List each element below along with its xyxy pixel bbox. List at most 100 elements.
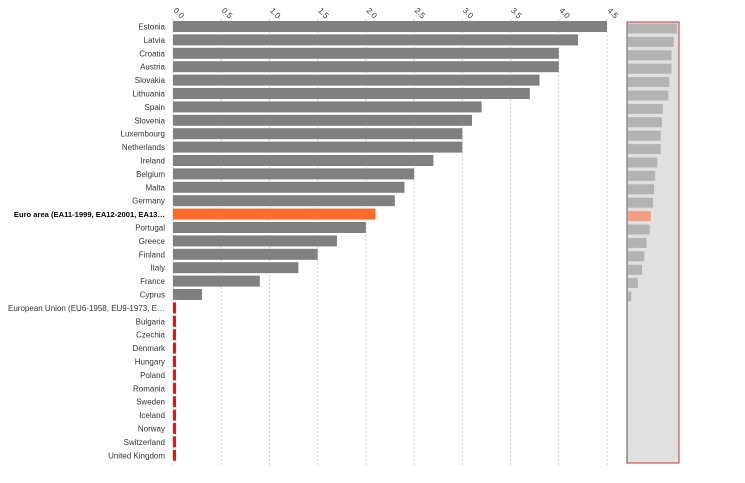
bars [173,21,607,461]
overview-bar [628,103,663,114]
category-label: Denmark [133,344,166,353]
x-tick-label: 3.5 [509,6,524,21]
category-label: Cyprus [140,291,165,300]
overview-bar [628,251,645,262]
bar[interactable] [173,168,415,180]
overview-bar [628,224,650,235]
bar[interactable] [173,235,337,247]
category-label: Finland [139,250,165,259]
category-label: Norway [138,425,165,434]
bar[interactable] [173,155,434,166]
category-label: Ireland [141,157,165,166]
category-label: Switzerland [124,438,165,447]
category-label: Poland [140,371,165,380]
overview-bar [628,23,677,34]
bar[interactable] [173,222,366,233]
overview-bar [628,157,658,168]
category-label: Sweden [136,398,165,407]
bar[interactable] [173,262,299,274]
overview-bar [628,36,674,47]
bar-zero-marker[interactable] [173,356,176,367]
bar-zero-marker[interactable] [173,382,176,394]
category-label: Croatia [139,49,165,58]
x-tick-label: 1.0 [268,6,283,21]
overview-bar [628,63,672,74]
overview-bar [628,264,643,275]
category-label: Romania [133,384,166,393]
bar[interactable] [173,21,607,32]
bar[interactable] [173,61,559,73]
bar[interactable] [173,275,260,287]
category-label: Lithuania [133,90,166,99]
category-label: Euro area (EA11-1999, EA12-2001, EA13… [14,210,165,219]
bar-zero-marker[interactable] [173,423,176,434]
x-tick-label: 4.0 [557,6,572,21]
category-label: Spain [145,103,165,112]
bar[interactable] [173,248,318,260]
category-label: United Kingdom [108,451,165,460]
overview-bar [628,90,669,101]
category-label: Netherlands [122,143,165,152]
bar-zero-marker[interactable] [173,342,176,354]
x-tick-label: 0.0 [172,6,187,21]
category-labels: Estonia Latvia Croatia Austria Slovakia Lithu… [8,23,166,461]
bar[interactable] [173,128,463,140]
overview-minimap[interactable] [626,21,680,464]
category-label: Austria [140,63,165,72]
category-label: Italy [150,264,165,273]
category-label: Iceland [139,411,165,420]
category-label: Hungary [135,358,165,367]
bar[interactable] [173,101,482,113]
bar-zero-marker[interactable] [173,396,176,408]
x-tick-label: 4.5 [606,6,621,21]
overview-bar [628,291,632,302]
overview-bar [628,170,656,181]
bar[interactable] [173,181,405,193]
overview-bar [628,278,638,289]
overview-bar [628,197,654,208]
overview-bar [628,211,651,222]
bar[interactable] [173,289,202,300]
bar[interactable] [173,88,530,99]
overview-bar [628,117,662,128]
x-tick-label: 2.5 [413,6,428,21]
overview-bar [628,77,670,88]
category-label: European Union (EU6-1958, EU9-1973, E… [8,304,165,313]
bar[interactable] [173,34,579,46]
overview-bar [628,50,672,61]
overview-bar [628,237,647,248]
x-tick-label: 2.0 [364,6,379,21]
x-tick-label: 3.0 [461,6,476,21]
category-label: Czechia [136,331,165,340]
overview-bar [628,184,655,195]
bar-zero-marker[interactable] [173,369,176,381]
bar-zero-marker[interactable] [173,409,176,421]
bar[interactable] [173,114,472,126]
category-label: Bulgaria [136,317,166,326]
bar-zero-marker[interactable] [173,449,176,461]
category-label: Estonia [138,23,165,32]
category-label: Germany [132,197,165,206]
x-axis-ticks: 0.0 0.5 1.0 1.5 2.0 2.5 3.0 3.5 4.0 4.5 [172,6,621,21]
bar[interactable] [173,74,540,86]
bar[interactable] [173,141,463,153]
category-label: Greece [139,237,166,246]
bar[interactable] [173,208,376,220]
bar[interactable] [173,195,395,207]
bar-zero-marker[interactable] [173,329,176,341]
x-tick-label: 0.5 [220,6,235,21]
overview-bar [628,144,661,155]
category-label: Belgium [136,170,165,179]
x-tick-label: 1.5 [316,6,331,21]
category-label: Slovenia [134,116,165,125]
category-label: Luxembourg [121,130,165,139]
bar-zero-marker[interactable] [173,315,176,327]
category-label: Latvia [144,36,166,45]
bar[interactable] [173,47,559,59]
category-label: France [140,277,165,286]
category-label: Slovakia [135,76,166,85]
bar-zero-marker[interactable] [173,436,176,448]
bar-zero-marker[interactable] [173,302,176,314]
